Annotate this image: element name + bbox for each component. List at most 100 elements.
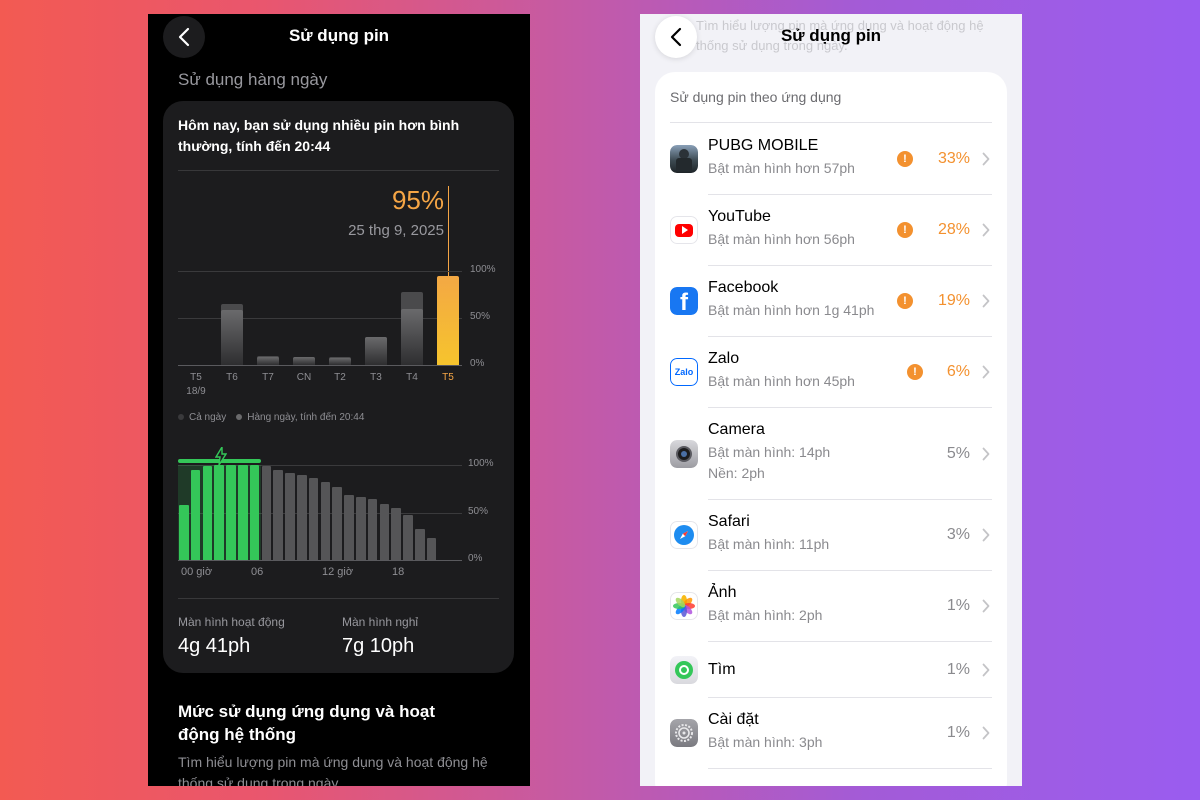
row-divider: [708, 499, 992, 500]
zalo-icon: Zalo: [670, 358, 698, 386]
battery-level-bar[interactable]: [297, 475, 307, 560]
battery-level-bar[interactable]: [249, 465, 260, 560]
battery-level-bar[interactable]: [179, 504, 189, 560]
row-divider: [708, 194, 992, 195]
screen-on-label: Màn hình hoạt động: [178, 615, 285, 629]
x-tick-label: 00 giờ: [181, 566, 213, 578]
chevron-left-icon: [178, 27, 190, 47]
battery-level-bar[interactable]: [238, 465, 248, 560]
chevron-right-icon: [982, 663, 990, 676]
row-divider: [708, 641, 992, 642]
x-tick-label: CN: [296, 372, 312, 383]
app-percentage: 28%: [937, 221, 970, 238]
battery-level-bar[interactable]: [379, 503, 390, 560]
screen-on-value: 4g 41ph: [178, 635, 251, 657]
app-name: Ảnh: [708, 584, 737, 601]
until-now-bar[interactable]: [257, 357, 279, 365]
battery-level-bar[interactable]: [190, 469, 201, 560]
row-divider: [708, 407, 992, 408]
divider: [178, 598, 499, 599]
divider: [670, 122, 992, 123]
x-tick-label: T4: [406, 372, 418, 383]
app-row-settings[interactable]: Cài đặt Bật màn hình: 3ph 1%: [655, 698, 1007, 769]
zalo-glyph: Zalo: [670, 358, 698, 386]
x-tick-label: T6: [226, 372, 238, 383]
battery-level-bar[interactable]: [367, 499, 378, 560]
battery-level-bar[interactable]: [202, 465, 213, 560]
usage-headline: Hôm nay, bạn sử dụng nhiều pin hơn bình …: [178, 117, 460, 154]
y-tick-label: 50%: [468, 505, 489, 517]
battery-level-bar[interactable]: [344, 495, 354, 560]
app-name: Tìm: [708, 660, 736, 678]
battery-level-bar[interactable]: [308, 478, 319, 560]
x-tick-label: T5: [190, 372, 202, 383]
safari-icon: [670, 521, 698, 549]
until-now-bar[interactable]: [401, 308, 423, 365]
app-screen-time: Bật màn hình hơn 1g 41ph: [708, 302, 875, 318]
until-now-bar[interactable]: [293, 357, 315, 365]
chevron-right-icon: [982, 223, 990, 237]
pubg-icon: [670, 145, 698, 173]
gridline: [178, 318, 462, 319]
row-divider: [708, 570, 992, 571]
dark-phone-screen: Sử dụng pin Sử dụng hàng ngày Hôm nay, b…: [148, 14, 530, 786]
chevron-right-icon: [982, 599, 990, 613]
app-screen-time: Bật màn hình hơn 56ph: [708, 231, 855, 247]
y-tick-label: 0%: [470, 358, 485, 369]
app-name: Facebook: [708, 279, 779, 296]
until-now-bar[interactable]: [329, 358, 351, 365]
warning-icon: !: [897, 151, 913, 167]
gridline: [178, 465, 462, 466]
until-now-bar[interactable]: [365, 336, 387, 365]
row-divider: [708, 265, 992, 266]
until-now-bar[interactable]: [221, 310, 243, 365]
app-row-photos[interactable]: Ảnh Bật màn hình: 2ph 1%: [655, 571, 1007, 642]
app-row-safari[interactable]: Safari Bật màn hình: 11ph 3%: [655, 500, 1007, 571]
row-divider: [708, 768, 992, 769]
chevron-right-icon: [982, 447, 990, 460]
battery-level-bar[interactable]: [356, 497, 366, 560]
app-percentage: 1%: [946, 597, 970, 614]
battery-level-bar[interactable]: [320, 482, 331, 560]
daily-usage-card: Hôm nay, bạn sử dụng nhiều pin hơn bình …: [163, 101, 514, 673]
chevron-right-icon: [982, 726, 990, 740]
app-percentage: 6%: [946, 363, 970, 380]
x-tick-label: 12 giờ: [322, 566, 354, 578]
app-name: Safari: [708, 513, 750, 530]
battery-level-bar[interactable]: [415, 528, 425, 560]
battery-level-bar[interactable]: [403, 515, 413, 560]
page-title: Sử dụng pin: [288, 26, 390, 45]
app-row-pubg[interactable]: PUBG MOBILE Bật màn hình hơn 57ph 33%!: [655, 124, 1007, 195]
section-title: Sử dụng hàng ngày: [178, 70, 328, 89]
chart-legend: Cả ngày Hàng ngày, tính đến 20:44: [178, 412, 364, 423]
facebook-icon: f: [670, 287, 698, 315]
app-row-camera[interactable]: Camera Bật màn hình: 14ph Nền: 2ph 5%: [655, 408, 1007, 500]
app-percentage: 5%: [946, 444, 970, 462]
gridline: [178, 271, 462, 272]
faded-description: Tìm hiểu lượng pin mà ứng dụng và hoạt đ…: [696, 18, 984, 53]
back-button[interactable]: [163, 16, 205, 58]
app-row-youtube[interactable]: YouTube Bật màn hình hơn 56ph 28%!: [655, 195, 1007, 266]
x-tick-sublabel: 18/9: [186, 386, 206, 397]
app-name: PUBG MOBILE: [708, 137, 819, 154]
battery-level-bar[interactable]: [426, 538, 437, 560]
battery-level-bar[interactable]: [226, 465, 236, 560]
app-row-zalo[interactable]: Zalo Zalo Bật màn hình hơn 45ph 6%!: [655, 337, 1007, 408]
app-name: Zalo: [708, 350, 740, 367]
gridline: [178, 560, 462, 561]
back-button[interactable]: [655, 16, 697, 58]
activity-description: Tìm hiểu lượng pin mà ứng dụng và hoạt đ…: [178, 754, 488, 786]
battery-level-bar[interactable]: [261, 465, 272, 560]
app-row-find-my[interactable]: Tìm 1%: [655, 642, 1007, 698]
battery-level-bar[interactable]: [391, 507, 401, 560]
battery-level-bar[interactable]: [214, 465, 224, 560]
row-divider: [708, 697, 992, 698]
battery-level-bar[interactable]: [332, 486, 342, 560]
app-usage-card: Sử dụng pin theo ứng dụng PUBG MOBILE Bật…: [655, 72, 1007, 786]
app-row-facebook[interactable]: f Facebook Bật màn hình hơn 1g 41ph 19%!: [655, 266, 1007, 337]
selected-day-bar[interactable]: [437, 275, 459, 365]
battery-level-bar[interactable]: [273, 469, 283, 560]
battery-level-bar[interactable]: [285, 472, 295, 560]
app-screen-time: Bật màn hình: 11ph: [708, 536, 830, 552]
app-percentage: 3%: [946, 526, 970, 543]
